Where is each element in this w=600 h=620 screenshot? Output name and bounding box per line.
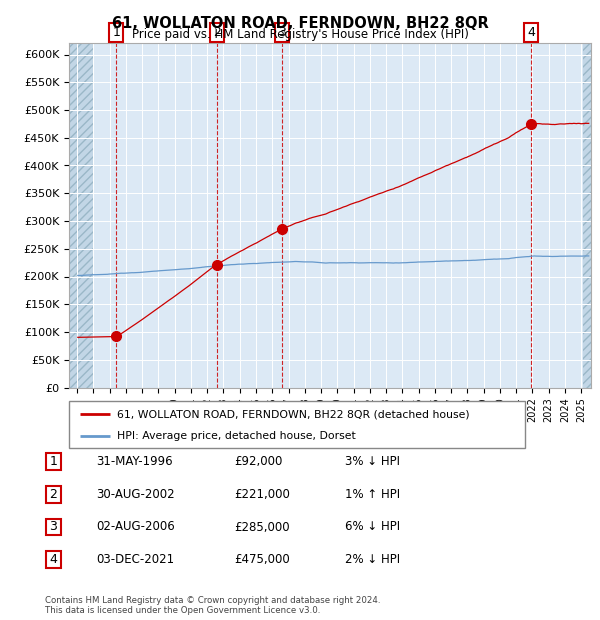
Text: 02-AUG-2006: 02-AUG-2006 xyxy=(96,521,175,533)
Text: 3: 3 xyxy=(278,26,286,39)
Text: 6% ↓ HPI: 6% ↓ HPI xyxy=(345,521,400,533)
Text: This data is licensed under the Open Government Licence v3.0.: This data is licensed under the Open Gov… xyxy=(45,606,320,614)
Text: 1: 1 xyxy=(112,26,121,39)
Text: 61, WOLLATON ROAD, FERNDOWN, BH22 8QR: 61, WOLLATON ROAD, FERNDOWN, BH22 8QR xyxy=(112,16,488,30)
Text: 4: 4 xyxy=(49,554,58,566)
FancyBboxPatch shape xyxy=(69,401,525,448)
Text: £92,000: £92,000 xyxy=(234,455,283,467)
Text: HPI: Average price, detached house, Dorset: HPI: Average price, detached house, Dors… xyxy=(117,431,356,441)
Text: 1% ↑ HPI: 1% ↑ HPI xyxy=(345,488,400,500)
Text: 3% ↓ HPI: 3% ↓ HPI xyxy=(345,455,400,467)
Text: 2% ↓ HPI: 2% ↓ HPI xyxy=(345,554,400,566)
Text: £221,000: £221,000 xyxy=(234,488,290,500)
Text: 2: 2 xyxy=(213,26,221,39)
Text: £475,000: £475,000 xyxy=(234,554,290,566)
Text: 2: 2 xyxy=(49,488,58,500)
Text: Contains HM Land Registry data © Crown copyright and database right 2024.: Contains HM Land Registry data © Crown c… xyxy=(45,596,380,604)
FancyBboxPatch shape xyxy=(46,486,61,502)
FancyBboxPatch shape xyxy=(46,552,61,568)
Text: 31-MAY-1996: 31-MAY-1996 xyxy=(96,455,173,467)
FancyBboxPatch shape xyxy=(46,518,61,535)
Text: 4: 4 xyxy=(527,26,535,39)
Text: 1: 1 xyxy=(49,455,58,467)
Text: £285,000: £285,000 xyxy=(234,521,290,533)
Text: 3: 3 xyxy=(49,521,58,533)
FancyBboxPatch shape xyxy=(46,453,61,470)
Text: 30-AUG-2002: 30-AUG-2002 xyxy=(96,488,175,500)
Text: Price paid vs. HM Land Registry's House Price Index (HPI): Price paid vs. HM Land Registry's House … xyxy=(131,28,469,41)
Text: 61, WOLLATON ROAD, FERNDOWN, BH22 8QR (detached house): 61, WOLLATON ROAD, FERNDOWN, BH22 8QR (d… xyxy=(117,409,470,419)
Text: 03-DEC-2021: 03-DEC-2021 xyxy=(96,554,174,566)
